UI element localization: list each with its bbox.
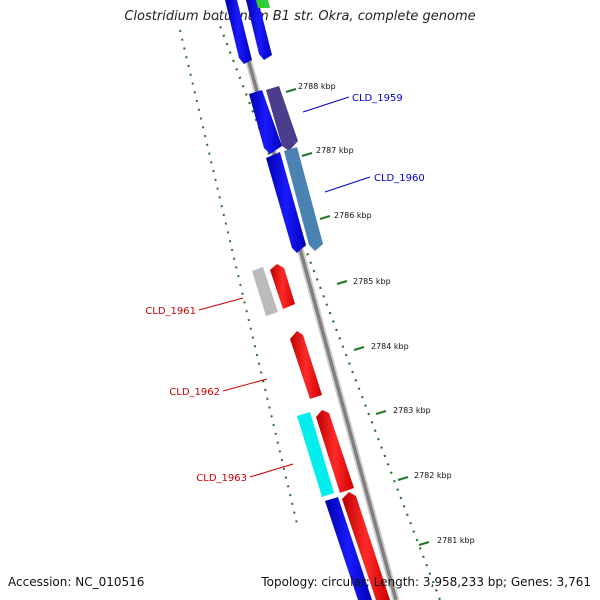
gene-label-cld1963[interactable]: CLD_1963 [196,473,247,484]
gene-cld1961[interactable] [252,267,278,316]
leader-cld1961 [198,297,244,311]
tick-label: 2786 kbp [334,211,372,220]
leader-cld1960 [324,176,371,193]
tick-2786: 2786 kbp [319,211,372,220]
gene-red-bottom[interactable] [342,492,390,600]
gene-label-cld1962[interactable]: CLD_1962 [169,387,220,398]
gene-blue-bottom[interactable] [325,497,372,600]
gene-cld1963[interactable] [297,412,334,497]
gene-red-2785[interactable] [270,264,295,309]
tick-label: 2782 kbp [414,471,452,480]
tick-2784: 2784 kbp [353,342,409,351]
map-title: Clostridium botulinum B1 str. Okra, comp… [124,9,476,24]
gene-cld1962[interactable] [290,331,322,399]
gene-label-cld1960[interactable]: CLD_1960 [374,173,425,184]
tick-label: 2785 kbp [353,277,391,286]
gene-label-cld1959[interactable]: CLD_1959 [352,93,403,104]
tick-2785: 2785 kbp [336,277,391,286]
accession-text: Accession: NC_010516 [8,575,145,589]
tick-label: 2784 kbp [371,342,409,351]
tick-label: 2787 kbp [316,146,354,155]
tick-2782: 2782 kbp [397,471,452,481]
outer-tick-ring [215,17,442,600]
gene-top-blue-right[interactable] [246,0,272,60]
tick-2781: 2781 kbp [418,536,475,546]
tick-label: 2781 kbp [437,536,475,545]
gene-top-green[interactable] [256,0,270,8]
gene-blue-long[interactable] [266,152,306,253]
gene-label-cld1961[interactable]: CLD_1961 [145,306,196,317]
tick-label: 2783 kbp [393,406,431,415]
leader-cld1963 [249,463,294,478]
gene-top-blue-left[interactable] [225,0,252,64]
gene-red-2782[interactable] [316,410,354,493]
gene-cld1960[interactable] [284,147,323,251]
tick-label: 2788 kbp [298,82,336,91]
gene-blue-2788[interactable] [249,90,282,154]
leader-cld1959 [302,96,350,113]
genome-summary-text: Topology: circular; Length: 3,958,233 bp… [261,575,591,589]
tick-2787: 2787 kbp [301,146,354,157]
tick-2783: 2783 kbp [375,406,431,415]
gene-cld1959[interactable] [266,86,298,151]
tick-2788: 2788 kbp [285,82,336,93]
leader-cld1962 [222,378,268,392]
